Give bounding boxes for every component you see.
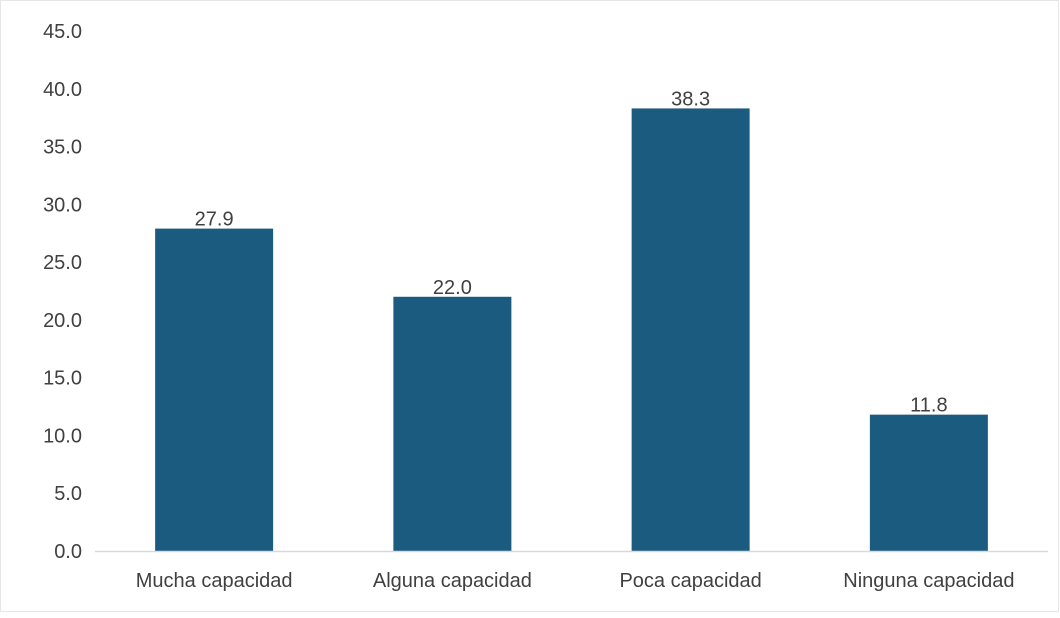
bar-3 — [631, 108, 750, 551]
data-label: 22.0 — [433, 277, 472, 299]
bars — [155, 108, 988, 551]
data-label: 38.3 — [671, 88, 710, 110]
bar-1 — [155, 228, 274, 551]
y-tick-label: 20.0 — [43, 310, 82, 332]
y-tick-label: 15.0 — [43, 368, 82, 390]
category-label: Ninguna capacidad — [843, 570, 1014, 592]
data-label: 11.8 — [910, 395, 947, 417]
y-tick-label: 5.0 — [54, 483, 82, 505]
y-tick-label: 40.0 — [43, 79, 82, 101]
y-tick-label: 35.0 — [43, 137, 82, 159]
bar-2 — [393, 296, 512, 551]
y-tick-label: 0.0 — [54, 541, 82, 563]
data-label: 27.9 — [195, 209, 234, 231]
data-labels: 27.9 22.0 38.3 11.8 — [195, 88, 948, 416]
y-tick-label: 10.0 — [43, 425, 82, 447]
y-axis-ticks: 0.0 5.0 10.0 15.0 20.0 25.0 30.0 35.0 40.0 45.0 — [43, 21, 82, 563]
category-label: Alguna capacidad — [373, 570, 532, 592]
y-tick-label: 30.0 — [43, 194, 82, 216]
category-labels: Mucha capacidad Alguna capacidad Poca capa… — [136, 570, 1015, 592]
category-label: Poca capacidad — [619, 570, 761, 592]
category-label: Mucha capacidad — [136, 570, 293, 592]
bar-4 — [869, 414, 988, 551]
y-tick-label: 25.0 — [43, 252, 82, 274]
y-tick-label: 45.0 — [43, 21, 82, 43]
